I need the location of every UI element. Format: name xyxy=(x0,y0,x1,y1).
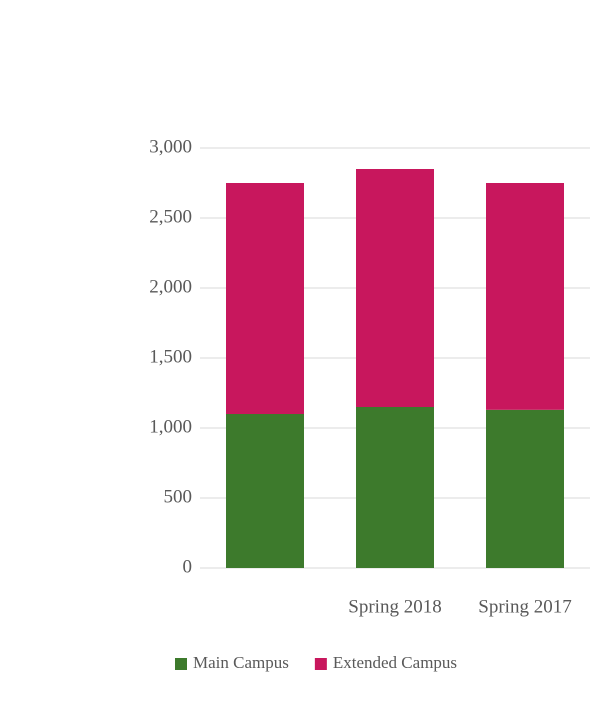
bar-segment xyxy=(226,414,304,568)
legend-swatch xyxy=(314,658,327,670)
bar-segment xyxy=(486,409,564,568)
y-tick-label: 2,000 xyxy=(149,276,192,297)
x-tick-label: Spring 2018 xyxy=(348,596,441,617)
y-tick-label: 500 xyxy=(164,486,193,507)
legend-swatch xyxy=(175,658,187,670)
y-tick-label: 0 xyxy=(183,556,193,577)
bar-segment xyxy=(356,169,434,407)
bar-segment xyxy=(356,407,434,568)
legend-label: Extended Campus xyxy=(333,653,457,672)
bar-segment xyxy=(486,183,564,410)
y-tick-label: 2,500 xyxy=(149,206,192,227)
bar-segment xyxy=(226,183,304,414)
y-tick-label: 3,000 xyxy=(149,136,192,157)
x-tick-label: Spring 2017 xyxy=(478,596,571,617)
legend-label: Main Campus xyxy=(193,653,289,672)
y-tick-label: 1,500 xyxy=(149,346,192,367)
y-tick-label: 1,000 xyxy=(149,416,192,437)
